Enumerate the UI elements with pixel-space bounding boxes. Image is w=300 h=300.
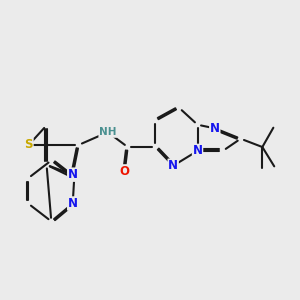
Text: N: N bbox=[68, 197, 78, 210]
Text: N: N bbox=[210, 122, 220, 135]
Text: O: O bbox=[120, 165, 130, 178]
Text: S: S bbox=[25, 138, 33, 152]
Text: N: N bbox=[68, 168, 78, 181]
Text: N: N bbox=[193, 144, 202, 158]
Text: NH: NH bbox=[99, 127, 116, 137]
Text: N: N bbox=[168, 159, 178, 172]
